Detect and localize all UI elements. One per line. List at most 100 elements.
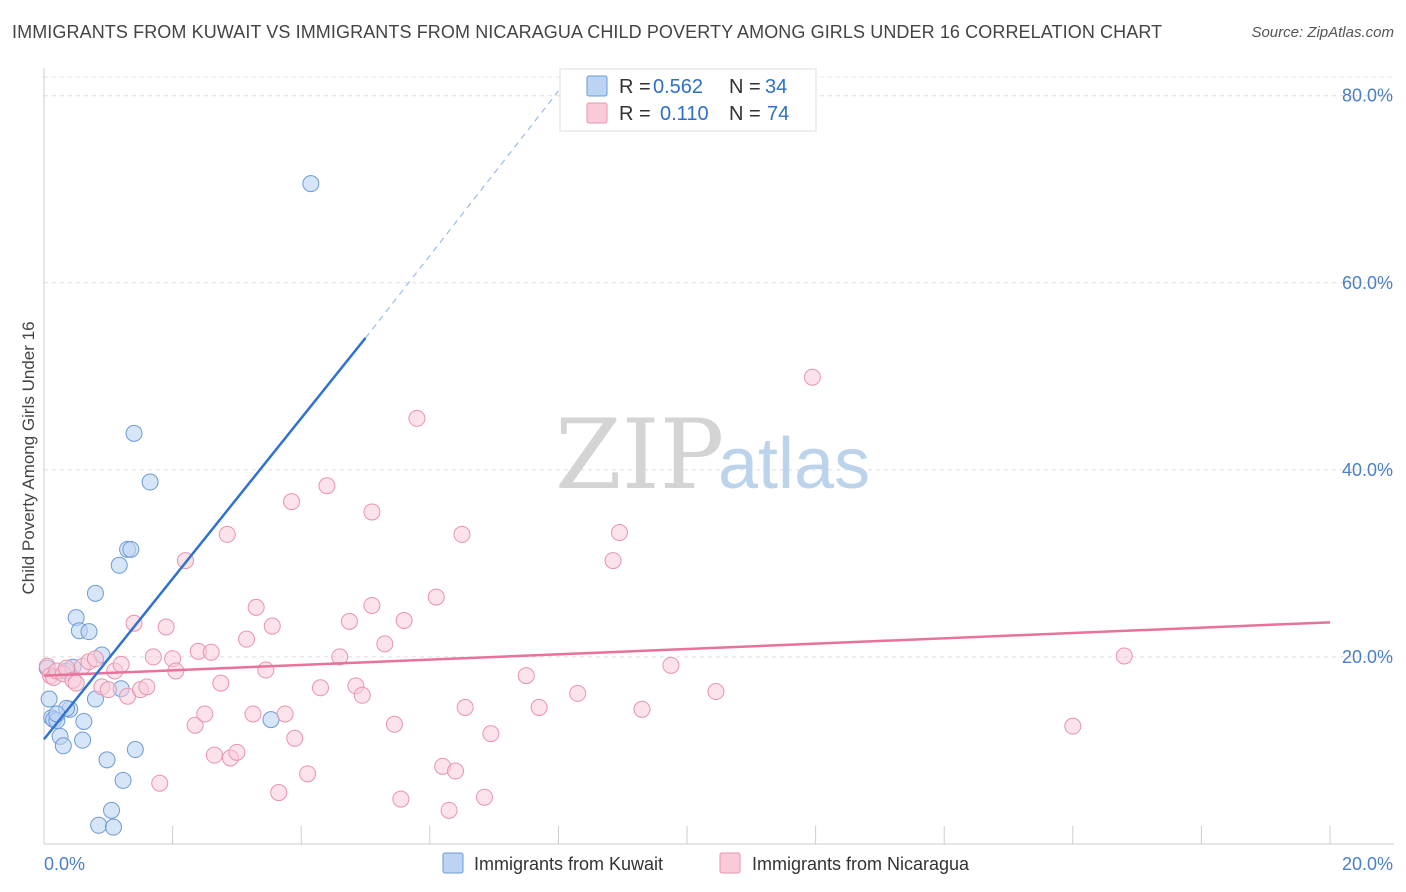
nicaragua-point bbox=[475, 788, 493, 806]
legend-nicaragua-r-value: 0.110 bbox=[660, 103, 709, 125]
nicaragua-point bbox=[610, 524, 628, 542]
grid-lines bbox=[44, 76, 1394, 658]
nicaragua-point bbox=[311, 679, 329, 697]
nicaragua-point bbox=[1115, 647, 1133, 665]
nicaragua-point bbox=[205, 746, 223, 764]
kuwait-point bbox=[54, 737, 72, 755]
nicaragua-point bbox=[318, 477, 336, 495]
kuwait-trendline-extension bbox=[365, 90, 559, 339]
watermark: ZIP atlas bbox=[555, 399, 870, 511]
kuwait-point bbox=[262, 711, 280, 729]
legend-kuwait-swatch bbox=[586, 75, 608, 97]
source-label: Source: ZipAtlas.com bbox=[1251, 24, 1394, 41]
kuwait-point bbox=[98, 751, 116, 769]
nicaragua-point bbox=[86, 650, 104, 668]
kuwait-point bbox=[126, 741, 144, 759]
nicaragua-point bbox=[99, 681, 117, 699]
nicaragua-point bbox=[395, 611, 413, 629]
legend-kuwait-n-label: N = bbox=[729, 76, 761, 98]
series-legend-kuwait-label: Immigrants from Kuwait bbox=[474, 854, 663, 874]
y-tick-label: 20.0% bbox=[1342, 647, 1393, 667]
nicaragua-point bbox=[363, 596, 381, 614]
nicaragua-point bbox=[427, 588, 445, 606]
kuwait-trendline bbox=[43, 337, 367, 741]
y-tick-label: 60.0% bbox=[1342, 273, 1393, 293]
nicaragua-point bbox=[157, 618, 175, 636]
x-tick-label-end: 20.0% bbox=[1342, 854, 1393, 874]
nicaragua-point bbox=[186, 716, 204, 734]
nicaragua-point bbox=[228, 743, 246, 761]
nicaragua-point bbox=[340, 612, 358, 630]
y-tick-labels: 20.0% 40.0% 60.0% 80.0% bbox=[1342, 86, 1393, 667]
watermark-zip: ZIP bbox=[555, 399, 724, 511]
nicaragua-point bbox=[270, 784, 288, 802]
y-tick-label: 40.0% bbox=[1342, 460, 1393, 480]
nicaragua-point bbox=[276, 705, 294, 723]
x-tick-labels: 0.0% 20.0% bbox=[44, 854, 1393, 874]
nicaragua-point bbox=[112, 655, 130, 673]
nicaragua-point bbox=[604, 552, 622, 570]
series-legend: Immigrants from Kuwait Immigrants from N… bbox=[442, 852, 970, 874]
nicaragua-point bbox=[456, 698, 474, 716]
nicaragua-point bbox=[263, 617, 281, 635]
nicaragua-point bbox=[440, 801, 458, 819]
nicaragua-point bbox=[453, 525, 471, 543]
nicaragua-point bbox=[283, 493, 301, 511]
y-tick-label: 80.0% bbox=[1342, 86, 1393, 106]
series-legend-kuwait-swatch bbox=[442, 852, 464, 874]
kuwait-point bbox=[104, 818, 122, 836]
nicaragua-point bbox=[125, 614, 143, 632]
nicaragua-point bbox=[144, 648, 162, 666]
nicaragua-point bbox=[569, 684, 587, 702]
kuwait-point bbox=[122, 540, 140, 558]
series-kuwait-points bbox=[38, 175, 320, 836]
legend-kuwait-r-label: R = bbox=[619, 76, 651, 98]
nicaragua-point bbox=[363, 503, 381, 521]
nicaragua-point bbox=[299, 765, 317, 783]
nicaragua-point bbox=[385, 715, 403, 733]
kuwait-point bbox=[90, 816, 108, 834]
kuwait-point bbox=[74, 731, 92, 749]
legend-nicaragua-r-label: R = bbox=[619, 103, 651, 125]
nicaragua-point bbox=[238, 630, 256, 648]
kuwait-point bbox=[103, 801, 121, 819]
nicaragua-point bbox=[1064, 717, 1082, 735]
nicaragua-point bbox=[212, 674, 230, 692]
nicaragua-point bbox=[376, 635, 394, 653]
nicaragua-point bbox=[286, 729, 304, 747]
nicaragua-point bbox=[392, 790, 410, 808]
series-legend-nicaragua-label: Immigrants from Nicaragua bbox=[752, 854, 970, 874]
nicaragua-point bbox=[138, 678, 156, 696]
watermark-atlas: atlas bbox=[718, 424, 870, 504]
kuwait-point bbox=[86, 584, 104, 602]
nicaragua-point bbox=[244, 705, 262, 723]
nicaragua-point bbox=[482, 725, 500, 743]
kuwait-point bbox=[114, 771, 132, 789]
legend-nicaragua-n-label: N = bbox=[729, 103, 761, 125]
nicaragua-point bbox=[803, 368, 821, 386]
axes bbox=[43, 68, 1394, 845]
nicaragua-point bbox=[707, 683, 725, 701]
stats-legend: R = 0.562 N = 34 R = 0.110 N = 74 bbox=[559, 68, 817, 132]
nicaragua-point bbox=[517, 667, 535, 685]
nicaragua-point bbox=[67, 674, 85, 692]
y-axis-label: Child Poverty Among Girls Under 16 bbox=[19, 321, 38, 594]
legend-kuwait-r-value: 0.562 bbox=[653, 76, 703, 98]
kuwait-point bbox=[141, 473, 159, 491]
trendlines bbox=[43, 90, 1331, 741]
x-tick-label-start: 0.0% bbox=[44, 854, 85, 874]
nicaragua-point bbox=[202, 643, 220, 661]
kuwait-point bbox=[125, 424, 143, 442]
nicaragua-point bbox=[633, 700, 651, 718]
nicaragua-point bbox=[196, 705, 214, 723]
nicaragua-point bbox=[662, 656, 680, 674]
nicaragua-point bbox=[257, 661, 275, 679]
nicaragua-point bbox=[447, 762, 465, 780]
kuwait-point bbox=[80, 623, 98, 641]
chart-title: IMMIGRANTS FROM KUWAIT VS IMMIGRANTS FRO… bbox=[12, 22, 1163, 42]
kuwait-point bbox=[75, 712, 93, 730]
nicaragua-point bbox=[247, 598, 265, 616]
nicaragua-trendline bbox=[43, 621, 1331, 677]
nicaragua-point bbox=[151, 774, 169, 792]
kuwait-point bbox=[40, 690, 58, 708]
